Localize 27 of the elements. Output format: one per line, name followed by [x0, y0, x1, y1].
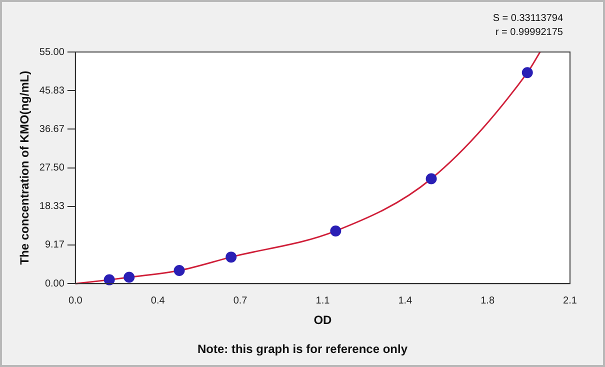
point [522, 67, 533, 78]
point [104, 274, 115, 286]
x-tick-label: 1.8 [480, 295, 495, 306]
x-tick-label: 0.0 [68, 295, 83, 306]
text: r = 0.99992175 [494, 26, 563, 40]
y-tick-label: 55.00 [39, 46, 65, 58]
x-tick-label: 2.1 [563, 295, 578, 306]
y-tick-label: 9.17 [44, 240, 65, 251]
x-tick-label: 0.4 [150, 295, 166, 306]
point [124, 272, 135, 283]
y-tick-label: 27.50 [39, 162, 65, 174]
y-tick-label: 0.00 [44, 278, 65, 290]
text: Note: this graph is for reference only [196, 342, 409, 356]
x-tick-label: 0.7 [233, 295, 248, 306]
x-tick-label: 1.1 [316, 295, 330, 306]
x-axis-title: OD [314, 313, 332, 328]
y-tick-label: 36.67 [39, 124, 65, 135]
x-tick-label: 1.4 [398, 295, 413, 306]
y-axis-title: The concentration of KMO(ng/mL) [18, 70, 32, 265]
line-series [74, 51, 541, 284]
point [174, 265, 185, 276]
y-tick-label: 18.33 [39, 201, 65, 212]
point [426, 173, 437, 184]
point [330, 225, 342, 236]
y-tick-label: 45.83 [39, 85, 65, 96]
point [226, 252, 237, 263]
text: S = 0.33113794 [492, 12, 563, 26]
